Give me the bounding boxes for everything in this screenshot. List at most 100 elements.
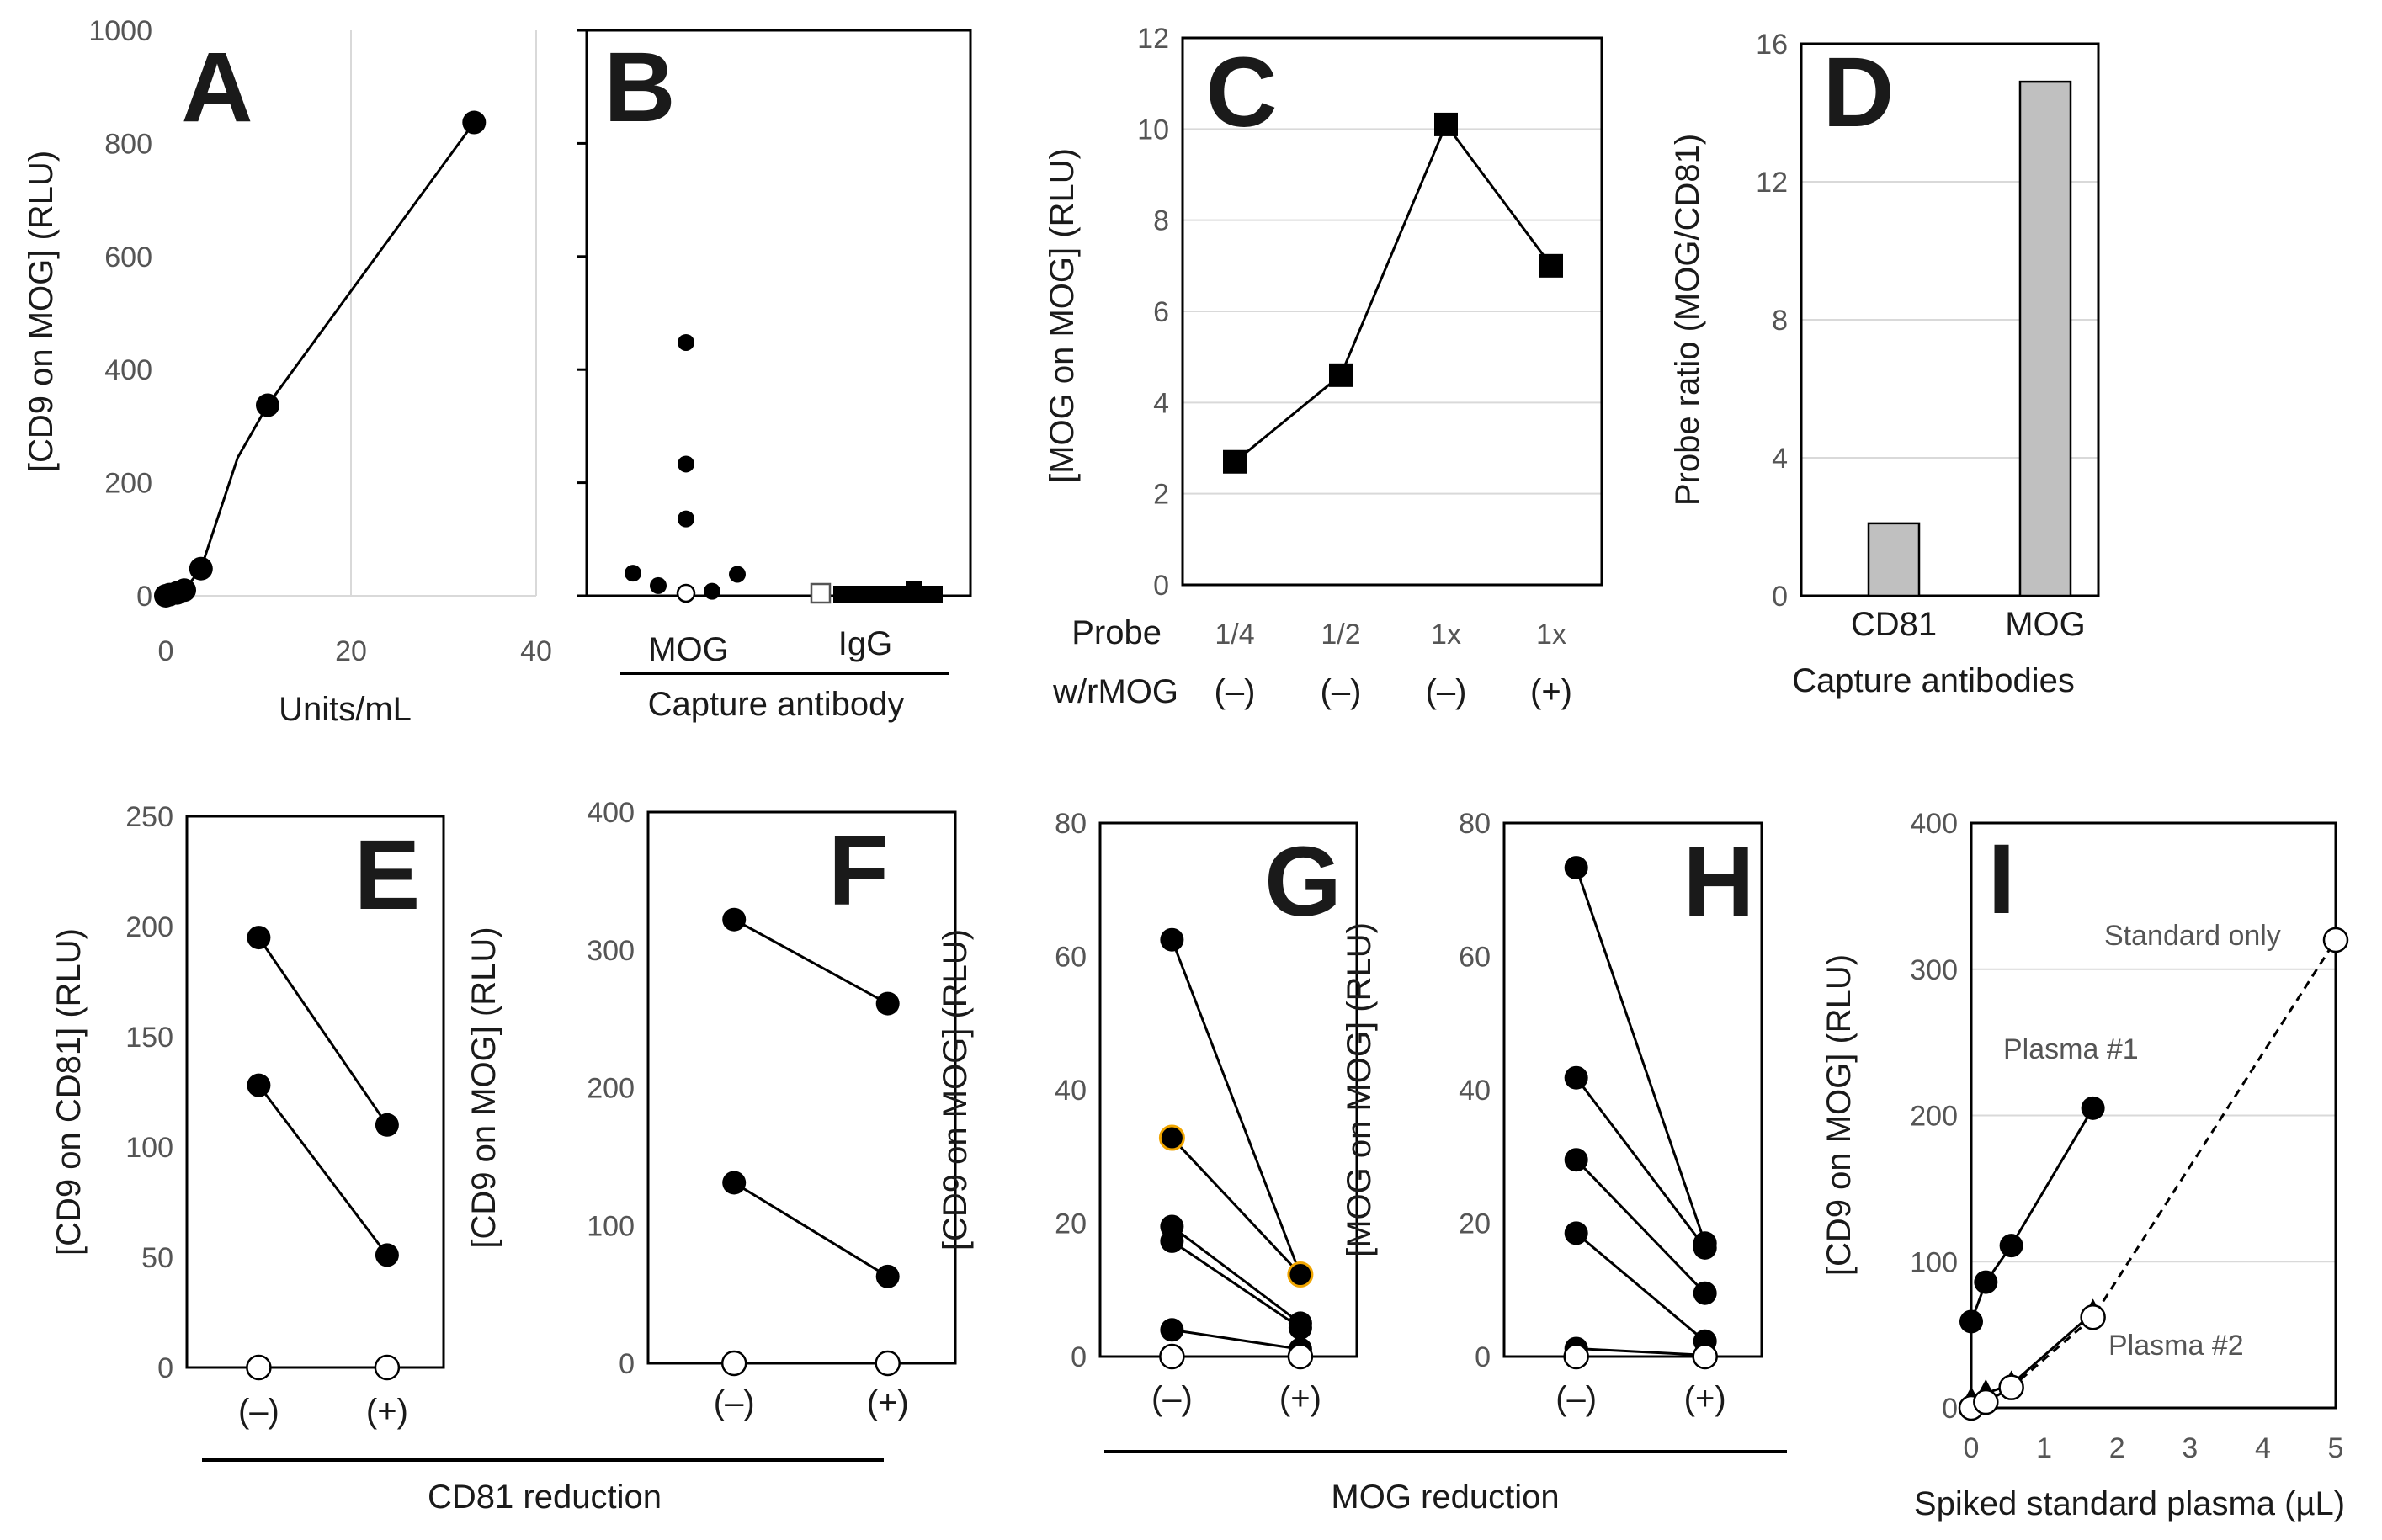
panel-A-ytick-0: 0 xyxy=(136,581,152,613)
panel-C-ytick-6: 12 xyxy=(1137,23,1169,55)
panel-D-category-0: CD81 xyxy=(1851,606,1937,643)
panel-A-point-6 xyxy=(462,110,487,135)
panel-C-point-3 xyxy=(1539,253,1563,278)
panel-I-series-label-0: Plasma #1 xyxy=(2003,1033,2139,1065)
panel-E-category-1: (+) xyxy=(366,1393,408,1430)
panel-B-igg-blank-point xyxy=(810,582,832,604)
panel-D-ytick-4: 16 xyxy=(1756,29,1788,61)
panel-I-frame xyxy=(1970,821,2337,1410)
panel-I-ytick-4: 400 xyxy=(1910,808,1958,840)
panel-A-xtick-0: 0 xyxy=(158,635,174,667)
panel-H-point-2-0 xyxy=(1564,1148,1588,1172)
panel-B-frame xyxy=(585,29,972,597)
panel-A-xtick-2: 40 xyxy=(520,635,552,667)
panel-C-ytick-0: 0 xyxy=(1153,570,1169,602)
panel-F-frame xyxy=(646,810,957,1365)
panel-I-series-line-0 xyxy=(1970,1107,2094,1323)
panel-H-category-1: (+) xyxy=(1684,1380,1726,1417)
panel-E-ytick-1: 50 xyxy=(141,1242,173,1274)
panel-B-mog-point-1 xyxy=(650,576,667,594)
panel-C-ytick-5: 10 xyxy=(1137,114,1169,146)
panel-E-frame xyxy=(185,815,445,1369)
panel-H-series-line-3 xyxy=(1575,1232,1706,1342)
panel-I-xtick-2: 2 xyxy=(2109,1432,2125,1464)
panel-C-row-label-rmog: w/rMOG xyxy=(1052,673,1178,710)
panel-F-point-0-1 xyxy=(875,991,900,1016)
panel-G-ytick-4: 80 xyxy=(1055,808,1087,840)
panel-G-ytick-0: 0 xyxy=(1071,1341,1087,1373)
panel-A-xtick-1: 20 xyxy=(335,635,367,667)
panel-G-ylabel: [CD9 on MOG] (RLU) xyxy=(937,929,974,1251)
panel-E-series-line-1 xyxy=(258,1084,389,1256)
panel-F-point-1-0 xyxy=(722,1171,747,1195)
panel-C-rmog-label-1: (–) xyxy=(1321,673,1362,710)
panel-E-ylabel: [CD9 on CD81] (RLU) xyxy=(51,928,88,1256)
panel-F-letter: F xyxy=(828,815,889,927)
panel-H-point-2-1 xyxy=(1693,1281,1717,1305)
panel-F-point-0-0 xyxy=(722,907,747,932)
panel-I-point-0-0 xyxy=(1959,1309,1983,1334)
panel-G-ytick-2: 40 xyxy=(1055,1075,1087,1107)
panel-I-ytick-3: 300 xyxy=(1910,954,1958,986)
panel-G-series-line-4 xyxy=(1172,1328,1301,1351)
panel-E-ytick-4: 200 xyxy=(125,911,173,943)
panel-G-point-5-0 xyxy=(1159,1343,1185,1370)
panel-E-ytick-3: 150 xyxy=(125,1022,173,1054)
panel-H-point-5-0 xyxy=(1563,1343,1589,1370)
panel-I-ytick-0: 0 xyxy=(1942,1393,1958,1425)
panel-G-series-line-0 xyxy=(1170,939,1302,1276)
panel-I-ylabel: [CD9 on MOG] (RLU) xyxy=(1821,954,1858,1276)
panel-H-ytick-3: 60 xyxy=(1459,942,1491,974)
panel-B-xlabel: Capture antibody xyxy=(648,686,905,723)
panel-I-xlabel: Spiked standard plasma (µL) xyxy=(1914,1485,2345,1522)
panel-C-ytick-2: 4 xyxy=(1153,387,1169,419)
panel-E-point-2-1 xyxy=(374,1354,401,1381)
panel-B-mog-point-3 xyxy=(678,455,694,473)
panel-G-ytick-1: 20 xyxy=(1055,1208,1087,1240)
panel-H-category-0: (–) xyxy=(1555,1380,1597,1417)
panel-H-series-line-1 xyxy=(1575,1076,1706,1249)
panel-I-ytick-1: 100 xyxy=(1910,1246,1958,1278)
panel-C-probe-label-1: 1/2 xyxy=(1321,619,1360,651)
panel-H-series-line-2 xyxy=(1575,1159,1706,1294)
panel-D-ytick-1: 4 xyxy=(1772,443,1788,475)
panel-H-ytick-4: 80 xyxy=(1459,808,1491,840)
panel-A-ylabel: [CD9 on MOG] (RLU) xyxy=(23,151,60,472)
mog-reduction-caption: MOG reduction xyxy=(1331,1479,1559,1516)
panel-E-ytick-0: 0 xyxy=(157,1352,173,1384)
panel-H-ylabel: [MOG on MOG] (RLU) xyxy=(1341,922,1378,1257)
panel-I-point-0-3 xyxy=(2081,1096,2105,1120)
panel-G-frame xyxy=(1098,821,1358,1358)
panel-A-point-4 xyxy=(189,556,213,581)
panel-H-point-3-0 xyxy=(1564,1221,1588,1245)
panel-A-ytick-3: 600 xyxy=(104,242,152,273)
panel-C-rmog-label-2: (–) xyxy=(1426,673,1467,710)
panel-D-category-1: MOG xyxy=(2005,606,2086,643)
panel-I-point-2-4 xyxy=(2322,927,2349,953)
panel-F-series-line-0 xyxy=(733,918,889,1005)
panel-E-ytick-2: 100 xyxy=(125,1132,173,1164)
panel-F-point-1-1 xyxy=(875,1264,900,1288)
panel-G-point-1-1 xyxy=(1287,1261,1314,1288)
panel-E-letter: E xyxy=(354,820,421,931)
panel-H-ytick-2: 40 xyxy=(1459,1075,1491,1107)
cd81-reduction-caption: CD81 reduction xyxy=(428,1479,662,1516)
panel-E-ytick-5: 250 xyxy=(125,801,173,833)
panel-C-point-2 xyxy=(1434,112,1458,136)
panel-G-point-0-0 xyxy=(1160,927,1184,952)
panel-I-ytick-2: 200 xyxy=(1910,1101,1958,1133)
panel-B-mog-point-6 xyxy=(729,566,746,583)
panel-H-ytick-0: 0 xyxy=(1475,1341,1491,1373)
panel-D-letter: D xyxy=(1822,37,1894,148)
panel-D-ytick-3: 12 xyxy=(1756,167,1788,199)
panel-A-letter: A xyxy=(181,32,253,143)
panel-I-xtick-4: 4 xyxy=(2255,1432,2271,1464)
panel-G-series-line-1 xyxy=(1171,1137,1301,1276)
panel-H-point-1-0 xyxy=(1564,1065,1588,1090)
panel-H-letter: H xyxy=(1683,826,1754,937)
panel-C-letter: C xyxy=(1205,37,1277,148)
panel-E-point-0-0 xyxy=(247,926,271,950)
panel-I-letter: I xyxy=(1988,824,2016,935)
panel-D-ytick-2: 8 xyxy=(1772,305,1788,337)
panel-C-row-label-probe: Probe xyxy=(1071,614,1162,651)
